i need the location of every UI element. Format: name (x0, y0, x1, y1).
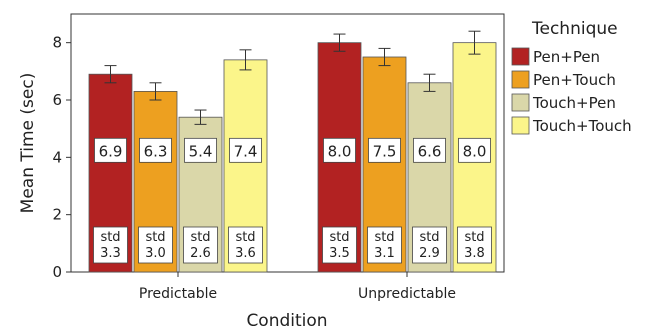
y-tick-label: 0 (52, 263, 62, 281)
mean-label: 6.6 (418, 142, 442, 160)
std-label-prefix: std (464, 230, 484, 245)
std-label-box (228, 226, 263, 264)
std-label-prefix: std (419, 230, 439, 245)
std-label-value: 2.6 (190, 246, 211, 261)
std-label-box (322, 226, 357, 264)
std-label-prefix: std (235, 230, 255, 245)
mean-label: 8.0 (328, 142, 352, 160)
std-label-value: 3.0 (145, 246, 166, 261)
std-label-box (412, 226, 447, 264)
mean-label: 6.3 (144, 142, 168, 160)
std-label-value: 2.9 (419, 246, 440, 261)
legend-label: Touch+Touch (532, 117, 632, 135)
mean-label-box (184, 137, 217, 163)
legend-swatch (511, 93, 530, 112)
mean-label: 6.9 (99, 142, 123, 160)
plot-frame (70, 13, 505, 273)
std-label-value: 3.8 (464, 246, 485, 261)
x-tick-label: Unpredictable (358, 286, 456, 302)
x-axis: Predictable Unpredictable (139, 272, 456, 302)
mean-label-box (323, 137, 356, 163)
mean-label: 7.4 (234, 142, 258, 160)
std-label-box (138, 226, 173, 264)
y-tick-label: 2 (52, 206, 62, 224)
mean-label-box (229, 137, 262, 163)
mean-label-box (413, 137, 446, 163)
legend-label: Pen+Pen (533, 48, 600, 66)
y-tick-label: 6 (52, 91, 62, 109)
y-axis-title: Mean Time (sec) (18, 73, 38, 214)
y-tick-label: 8 (52, 34, 62, 52)
mean-label: 7.5 (373, 142, 397, 160)
std-label-value: 3.3 (100, 246, 121, 261)
std-label-prefix: std (145, 230, 165, 245)
std-label-prefix: std (190, 230, 210, 245)
std-label-value: 3.1 (374, 246, 395, 261)
x-axis-title: Condition (246, 311, 327, 331)
x-tick-label: Predictable (139, 286, 217, 302)
mean-label-box (94, 137, 127, 163)
mean-label: 8.0 (463, 142, 487, 160)
std-label-prefix: std (329, 230, 349, 245)
mean-label-box (458, 137, 491, 163)
legend-label: Touch+Pen (532, 94, 616, 112)
std-label-box (367, 226, 402, 264)
std-label-prefix: std (374, 230, 394, 245)
mean-label-box (368, 137, 401, 163)
std-label-box (457, 226, 492, 264)
legend-label: Pen+Touch (533, 71, 616, 89)
std-label-box (183, 226, 218, 264)
mean-label: 5.4 (189, 142, 213, 160)
mean-label-box (139, 137, 172, 163)
std-label-value: 3.6 (235, 246, 256, 261)
legend-swatch (511, 116, 530, 135)
legend-title: Technique (531, 19, 618, 39)
y-tick-label: 4 (52, 148, 62, 166)
std-label-value: 3.5 (329, 246, 350, 261)
y-axis: 0 2 4 6 8 (52, 34, 71, 281)
legend: Technique Pen+Pen Pen+Touch Touch+Pen Touch… (511, 19, 632, 135)
std-label-box (93, 226, 128, 264)
legend-swatch (511, 70, 530, 89)
std-label-prefix: std (100, 230, 120, 245)
bars-layer: 6.9std3.36.3std3.05.4std2.67.4std3.68.0s… (88, 30, 497, 273)
legend-swatch (511, 47, 530, 66)
